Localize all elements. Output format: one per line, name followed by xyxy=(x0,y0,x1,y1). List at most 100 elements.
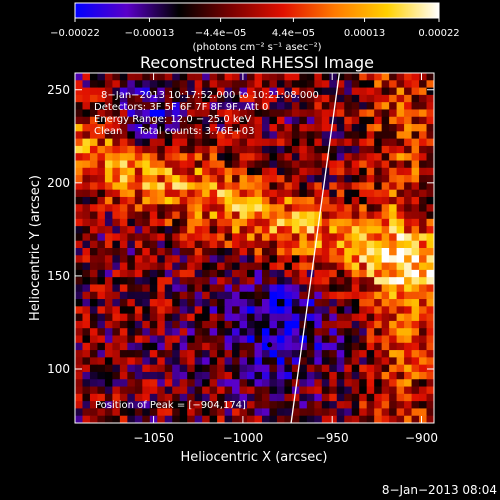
heatmap-cell xyxy=(179,393,188,402)
heatmap-cell xyxy=(217,145,226,154)
heatmap-cell xyxy=(209,415,218,423)
heatmap-cell xyxy=(82,284,91,293)
heatmap-cell xyxy=(374,335,383,344)
heatmap-cell xyxy=(112,175,121,183)
heatmap-cell xyxy=(351,87,360,96)
heatmap-cell xyxy=(374,124,383,132)
heatmap-cell xyxy=(351,306,360,315)
heatmap-cell xyxy=(127,320,136,329)
heatmap-cell xyxy=(209,269,218,278)
heatmap-cell xyxy=(306,94,315,103)
heatmap-cell xyxy=(164,182,173,191)
heatmap-cell xyxy=(239,211,248,220)
heatmap-cell xyxy=(209,218,218,227)
heatmap-cell xyxy=(291,102,300,111)
heatmap-cell xyxy=(224,196,233,205)
heatmap-cell xyxy=(97,94,106,103)
heatmap-cell xyxy=(336,211,345,220)
heatmap-cell xyxy=(232,357,241,366)
heatmap-cell xyxy=(291,408,300,417)
heatmap-cell xyxy=(104,291,113,300)
heatmap-cell xyxy=(209,204,218,213)
heatmap-cell xyxy=(426,116,434,125)
heatmap-cell xyxy=(247,233,256,242)
heatmap-cell xyxy=(329,386,338,395)
heatmap-cell xyxy=(284,350,293,358)
heatmap-cell xyxy=(75,73,84,81)
heatmap-cell xyxy=(224,175,233,183)
heatmap-cell xyxy=(389,116,398,125)
heatmap-cell xyxy=(291,299,300,307)
heatmap-cell xyxy=(261,299,271,307)
heatmap-cell xyxy=(75,371,84,380)
heatmap-cell xyxy=(396,299,405,307)
heatmap-cell xyxy=(217,262,226,271)
heatmap-cell xyxy=(381,233,390,242)
heatmap-cell xyxy=(396,401,405,410)
heatmap-cell xyxy=(381,335,390,344)
heatmap-cell xyxy=(89,313,99,322)
heatmap-cell xyxy=(157,284,166,293)
heatmap-cell xyxy=(381,313,390,322)
heatmap-cell xyxy=(426,313,434,322)
heatmap-cell xyxy=(381,364,390,373)
heatmap-cell xyxy=(374,415,383,423)
heatmap-cell xyxy=(112,335,121,344)
heatmap-cell xyxy=(239,284,248,293)
heatmap-cell xyxy=(187,211,196,220)
heatmap-cell xyxy=(261,357,271,366)
heatmap-cell xyxy=(284,218,293,227)
heatmap-cell xyxy=(329,248,338,256)
heatmap-cell xyxy=(239,102,248,111)
heatmap-cell xyxy=(284,109,293,118)
heatmap-cell xyxy=(142,357,151,366)
heatmap-cell xyxy=(359,109,368,118)
heatmap-cell xyxy=(314,364,323,373)
heatmap-cell xyxy=(284,182,293,191)
heatmap-cell xyxy=(314,73,323,81)
heatmap-cell xyxy=(75,94,84,103)
chart-title: Reconstructed RHESSI Image xyxy=(140,53,374,72)
heatmap-cell xyxy=(247,189,256,198)
annotation-detectors: Detectors: 3F 5F 6F 7F 8F 9F, Att 0 xyxy=(94,102,268,113)
heatmap-cell xyxy=(142,124,151,132)
heatmap-cell xyxy=(351,153,360,162)
heatmap-cell xyxy=(411,175,420,183)
heatmap-cell xyxy=(217,211,226,220)
heatmap-cell xyxy=(149,226,158,235)
heatmap-cell xyxy=(187,138,196,147)
heatmap-cell xyxy=(232,393,241,402)
heatmap-cell xyxy=(217,189,226,198)
heatmap-cell xyxy=(404,233,413,242)
heatmap-cell xyxy=(97,248,106,256)
heatmap-cell xyxy=(75,138,84,147)
heatmap-cell xyxy=(202,204,211,213)
heatmap-cell xyxy=(119,328,128,337)
heatmap-cell xyxy=(381,211,390,220)
heatmap-cell xyxy=(232,211,241,220)
heatmap-cell xyxy=(164,313,173,322)
heatmap-cell xyxy=(239,226,248,235)
heatmap-cell xyxy=(104,284,113,293)
heatmap-cell xyxy=(247,94,256,103)
heatmap-cell xyxy=(299,116,308,125)
heatmap-cell xyxy=(351,401,360,410)
heatmap-cell xyxy=(187,320,196,329)
heatmap-cell xyxy=(336,401,345,410)
heatmap-cell xyxy=(112,299,121,307)
heatmap-cell xyxy=(299,94,308,103)
heatmap-cell xyxy=(97,124,106,132)
heatmap-cell xyxy=(134,94,143,103)
heatmap-cell xyxy=(374,73,383,81)
heatmap-cell xyxy=(344,94,353,103)
heatmap-cell xyxy=(209,233,218,242)
heatmap-cell xyxy=(419,408,428,417)
heatmap-cell xyxy=(224,350,233,358)
heatmap-cell xyxy=(261,116,271,125)
heatmap-cell xyxy=(269,189,278,198)
heatmap-cell xyxy=(381,328,390,337)
heatmap-cell xyxy=(134,277,143,286)
heatmap-cell xyxy=(187,196,196,205)
heatmap-cell xyxy=(374,269,383,278)
heatmap-cell xyxy=(97,313,106,322)
